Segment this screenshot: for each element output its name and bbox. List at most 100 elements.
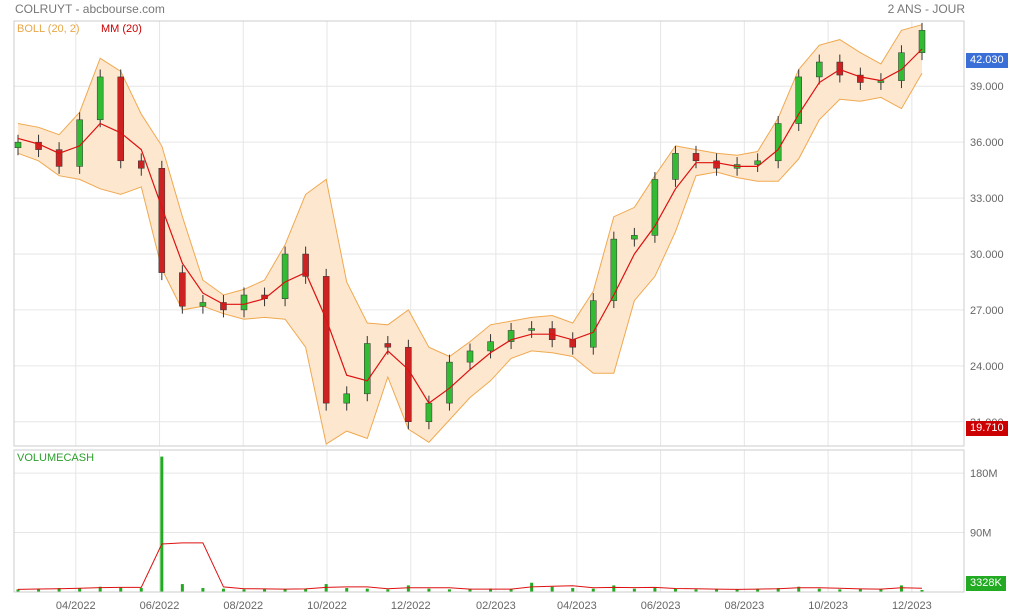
volume-bar <box>180 584 184 592</box>
candle <box>240 287 248 318</box>
volume-bar <box>57 588 61 592</box>
volume-bar <box>345 588 349 592</box>
candle <box>754 153 761 172</box>
volume-bar <box>263 588 267 592</box>
y-tick-label: 27.000 <box>970 305 1004 317</box>
candle <box>528 321 535 338</box>
volume-bar <box>612 585 616 592</box>
bollinger-upper <box>17 24 923 358</box>
low-price-badge: 19.710 <box>966 421 1008 436</box>
x-tick-label: 08/2022 <box>223 600 263 612</box>
candle <box>138 153 145 176</box>
volume-bar <box>591 588 595 592</box>
candle <box>199 295 207 314</box>
volume-bar <box>920 590 924 592</box>
candle <box>405 339 412 430</box>
candle <box>610 231 618 309</box>
axis-ticks: 04/2022 06/2022 08/2022 10/2022 12/2022 02/20… <box>56 81 1004 612</box>
volume-series <box>16 456 924 592</box>
candle <box>96 69 104 128</box>
volume-bar <box>879 589 883 592</box>
candle <box>281 246 289 307</box>
volume-bar <box>715 589 719 592</box>
x-tick-label: 12/2023 <box>892 600 932 612</box>
volume-bar <box>16 589 20 592</box>
volume-bar <box>571 588 575 592</box>
volume-bar <box>160 456 164 592</box>
candle <box>631 227 638 247</box>
x-tick-label: 10/2022 <box>307 600 347 612</box>
candle <box>857 67 864 90</box>
last-volume-badge: 3328K <box>966 576 1006 591</box>
volume-bar <box>37 588 41 592</box>
candlestick-series <box>14 22 926 430</box>
candle <box>507 322 515 350</box>
candle <box>918 22 926 61</box>
candle <box>692 145 700 169</box>
volume-bar <box>550 586 554 592</box>
candle <box>302 246 309 284</box>
candle <box>651 171 659 243</box>
candle <box>795 69 802 131</box>
x-tick-label: 04/2022 <box>56 600 96 612</box>
volume-bar <box>304 588 308 592</box>
volume-bar <box>447 589 451 592</box>
candle <box>117 69 124 169</box>
volume-panel-frame <box>13 449 965 593</box>
period-label: 2 ANS - JOUR <box>887 2 965 16</box>
volume-bar <box>98 586 102 592</box>
volume-bar <box>756 588 760 592</box>
x-tick-label: 02/2023 <box>476 600 516 612</box>
candle <box>343 386 350 411</box>
volume-tick-label: 180M <box>970 468 998 480</box>
volume-bar <box>735 589 739 592</box>
volume-bar <box>201 588 205 592</box>
candle <box>446 354 453 411</box>
volume-bar <box>858 588 862 592</box>
volume-panel-title: VOLUMECASH <box>17 452 95 464</box>
legend-moving-average: MM (20) <box>101 23 142 35</box>
x-tick-label: 08/2023 <box>724 600 764 612</box>
volume-bar <box>468 589 472 592</box>
last-price-badge: 42.030 <box>966 53 1008 68</box>
legend-bollinger: BOLL (20, 2) <box>17 23 80 35</box>
candle <box>774 116 782 169</box>
bollinger-lower <box>17 72 923 445</box>
candle <box>55 142 63 174</box>
volume-bar <box>632 588 636 592</box>
x-tick-label: 06/2023 <box>641 600 681 612</box>
volume-bar <box>119 587 123 592</box>
volume-bar <box>899 585 903 592</box>
volume-bar <box>489 588 493 592</box>
ma-line <box>17 48 923 404</box>
candle <box>322 268 330 411</box>
candle <box>816 54 823 85</box>
volume-bar <box>817 588 821 592</box>
y-tick-label: 24.000 <box>970 361 1004 373</box>
candle <box>220 295 227 318</box>
candle <box>836 54 844 83</box>
moving-average-line <box>17 48 923 404</box>
x-tick-label: 10/2023 <box>808 600 848 612</box>
candle <box>364 336 371 402</box>
volume-bar <box>406 585 410 592</box>
candle <box>713 153 720 176</box>
candle <box>14 134 22 156</box>
candle <box>672 145 679 187</box>
volume-bar <box>673 588 677 592</box>
volume-bar <box>694 589 698 592</box>
volume-bar <box>386 589 390 592</box>
volume-bar <box>509 589 513 592</box>
volume-bar <box>139 588 143 592</box>
x-tick-label: 04/2023 <box>557 600 597 612</box>
volume-bar <box>283 589 287 592</box>
x-tick-label: 12/2022 <box>391 600 431 612</box>
y-tick-label: 36.000 <box>970 137 1004 149</box>
volume-bar <box>653 588 657 592</box>
x-tick-label: 06/2022 <box>140 600 180 612</box>
volume-bar <box>365 588 369 592</box>
candle <box>158 160 166 281</box>
volume-bar <box>324 584 328 592</box>
candle <box>466 343 474 370</box>
